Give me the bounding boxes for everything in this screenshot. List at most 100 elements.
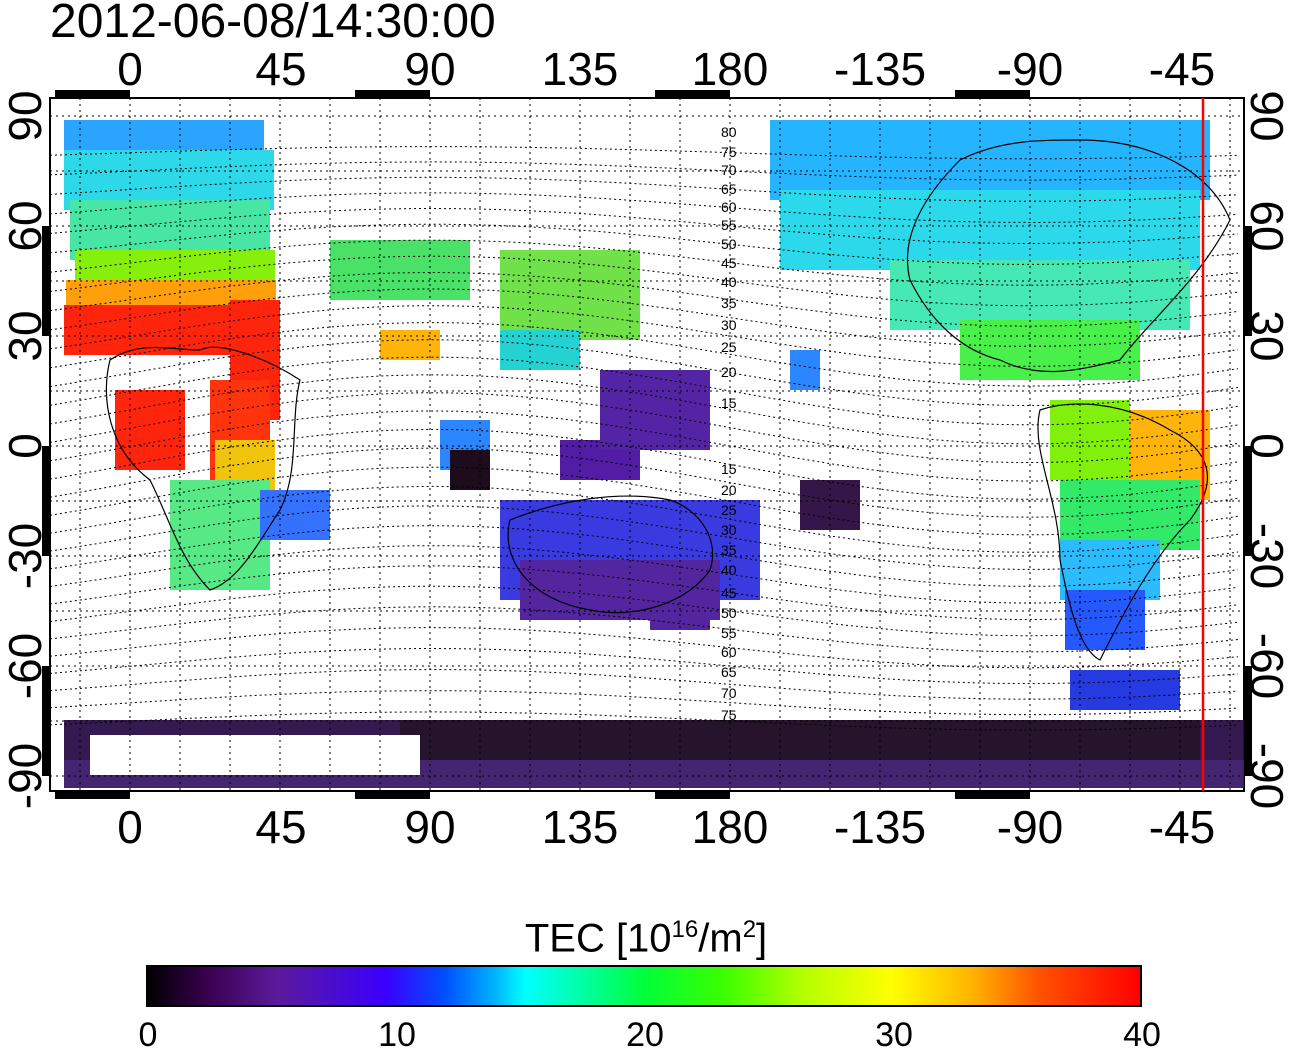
contour-label: 70 [721, 685, 737, 701]
right-lat-tick: 90 [1241, 90, 1292, 142]
bottom-lon-tick: 90 [404, 801, 456, 853]
contour-label: 45 [721, 585, 737, 601]
bottom-lon-tick: 45 [255, 801, 307, 853]
magnetic-contour [50, 505, 1239, 570]
magnetic-contour [50, 305, 1239, 367]
magnetic-contour [50, 176, 1239, 202]
colorbar-label: TEC [1016/m2] [0, 905, 1292, 963]
axis-tick-bar [42, 666, 50, 776]
axis-tick-bar [655, 90, 730, 98]
top-lon-tick: -90 [996, 43, 1064, 95]
contour-label: 60 [721, 199, 737, 215]
bottom-lon-tick: 0 [117, 801, 143, 853]
right-lat-tick: -30 [1241, 522, 1292, 590]
contour-label: 65 [721, 664, 737, 680]
contour-label: 15 [721, 461, 737, 477]
colorbar-label-mid: /m [698, 916, 743, 961]
axis-tick-bar [42, 226, 50, 336]
colorbar-label-exp: 16 [671, 916, 699, 943]
top-lon-tick: 135 [541, 43, 619, 95]
left-lat-tick: 0 [0, 433, 51, 459]
left-lat-tick: -90 [0, 742, 51, 810]
left-lat-tick: 90 [0, 90, 51, 142]
magnetic-contour [50, 223, 1239, 265]
contour-label: 55 [721, 625, 737, 641]
left-lat-tick: -30 [0, 522, 51, 590]
bottom-lon-tick: -135 [833, 801, 927, 853]
top-lon-tick: 180 [691, 43, 769, 95]
contour-label: 25 [721, 502, 737, 518]
magnetic-contour [50, 485, 1239, 553]
magnetic-contour [50, 525, 1239, 587]
contour-label: 45 [721, 255, 737, 271]
contour-label: 75 [721, 707, 737, 723]
contour-label: 20 [721, 482, 737, 498]
contour-label: 15 [721, 395, 737, 411]
colorbar-label-exp2: 2 [742, 916, 757, 943]
right-lat-tick: 0 [1241, 433, 1292, 459]
timestamp-title: 2012-06-08/14:30:00 [50, 0, 496, 48]
left-lat-tick: -60 [0, 632, 51, 700]
contour-label: 30 [721, 317, 737, 333]
bottom-lon-tick: 180 [691, 801, 769, 853]
magnetic-contour [50, 192, 1239, 224]
colorbar-label-main: TEC [10 [524, 916, 672, 961]
magnetic-contour [50, 711, 1239, 731]
axis-tick-bar [955, 90, 1030, 98]
magnetic-contour [50, 429, 1239, 500]
magnetic-contour [50, 288, 1239, 347]
axis-tick-bar [1244, 226, 1252, 336]
magnetic-contour [50, 374, 1239, 445]
magnetic-contour [50, 356, 1239, 426]
magnetic-contour [50, 447, 1239, 518]
top-lon-tick: 90 [404, 43, 456, 95]
contour-label: 70 [721, 162, 737, 178]
magnetic-contour [50, 466, 1239, 536]
contour-label: 55 [721, 217, 737, 233]
colorbar-tick: 20 [626, 1016, 664, 1054]
axis-tick-bar [1244, 666, 1252, 776]
magnetic-contour [50, 271, 1239, 327]
colorbar-tick: 0 [138, 1016, 158, 1054]
contour-label: 80 [721, 124, 737, 140]
magnetic-contour [50, 648, 1239, 684]
axis-tick-bars [42, 90, 1252, 799]
colorbar [146, 965, 1142, 1007]
left-lat-tick: 60 [0, 200, 51, 252]
left-lat-tick: 30 [0, 310, 51, 362]
contour-label: 30 [721, 522, 737, 538]
coastlines [105, 139, 1231, 661]
magnetic-contour [50, 208, 1239, 244]
magnetic-contour [50, 668, 1239, 700]
right-lat-tick: 30 [1241, 310, 1292, 362]
contour-label: 50 [721, 605, 737, 621]
contour-label: 65 [721, 181, 737, 197]
contour-label: 35 [721, 295, 737, 311]
magnetic-contour [50, 161, 1239, 181]
magnetic-contour [50, 565, 1239, 620]
contour-label: 40 [721, 562, 737, 578]
bottom-lon-tick: 135 [541, 801, 619, 853]
magnetic-contour [50, 239, 1239, 286]
bottom-lon-tick: -45 [1148, 801, 1216, 853]
colorbar-tick: 10 [378, 1016, 416, 1054]
magnetic-contours [50, 146, 1239, 731]
colorbar-label-end: ] [756, 916, 768, 961]
magnetic-contour [50, 146, 1239, 160]
magnetic-contour [50, 690, 1239, 716]
right-lat-tick: -60 [1241, 632, 1292, 700]
axis-tick-bar [55, 90, 130, 98]
magnetic-contour [50, 392, 1239, 463]
axis-tick-bar [655, 791, 730, 799]
magnetic-contour [50, 627, 1239, 669]
tec-data-layer [64, 120, 1244, 788]
contour-label: 60 [721, 644, 737, 660]
magnetic-contour [50, 410, 1239, 482]
axis-tick-bar [355, 90, 430, 98]
bottom-lon-tick: -90 [996, 801, 1064, 853]
axis-tick-bar [55, 791, 130, 799]
contour-label: 35 [721, 542, 737, 558]
colorbar-tick: 30 [875, 1016, 913, 1054]
axis-tick-bar [355, 791, 430, 799]
